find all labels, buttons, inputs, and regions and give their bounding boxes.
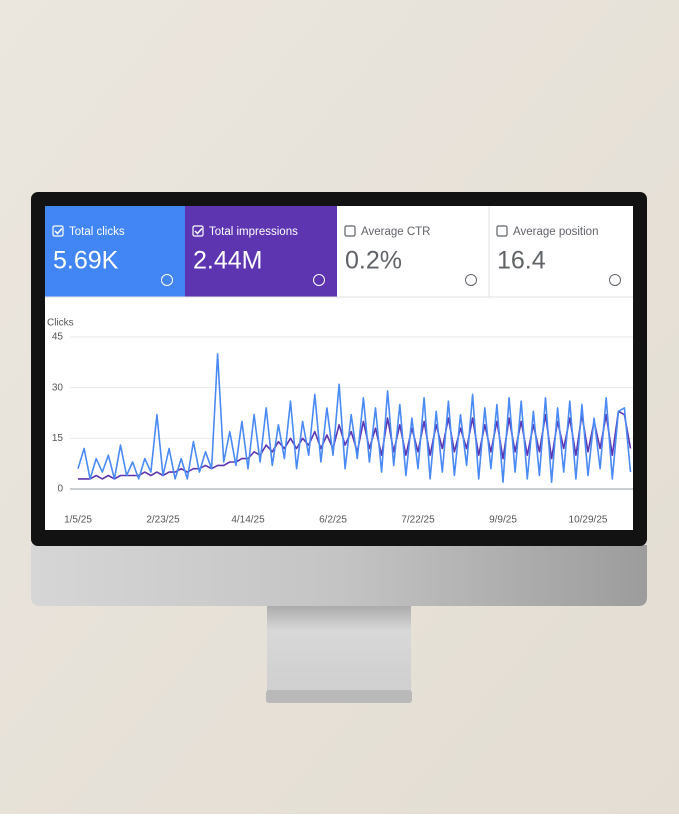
checkbox[interactable]	[192, 225, 204, 237]
metric-card	[337, 206, 489, 297]
monitor-chin	[31, 545, 647, 606]
checkmark	[194, 227, 203, 235]
card-value: 5.69K	[53, 247, 119, 275]
stand-neck	[267, 604, 411, 692]
card-value: 0.2%	[345, 247, 402, 275]
series-line	[77, 353, 632, 483]
metric-card	[185, 206, 337, 297]
card-label: Average position	[513, 226, 598, 238]
metric-card	[489, 206, 633, 297]
checkbox[interactable]	[496, 225, 508, 237]
help-icon	[161, 274, 173, 286]
card-value: 16.4	[497, 247, 546, 275]
y-tick-label: 45	[52, 332, 64, 343]
metric-cards: Total clicks 5.69K Total impressions 2.44M A…	[45, 206, 633, 297]
x-tick-label: 10/29/25	[569, 515, 608, 526]
card-value: 2.44M	[193, 247, 262, 275]
help-icon	[465, 274, 477, 286]
checkbox[interactable]	[344, 225, 356, 237]
y-tick-label: 0	[57, 484, 63, 495]
x-tick-label: 7/22/25	[401, 515, 435, 526]
x-tick-label: 9/9/25	[489, 515, 517, 526]
checkmark	[54, 227, 63, 235]
help-icon	[609, 274, 621, 286]
chart	[70, 336, 633, 490]
x-tick-label: 1/5/25	[64, 515, 92, 526]
card-label: Total impressions	[209, 226, 298, 238]
help-icon	[313, 274, 325, 286]
y-axis-label: Clicks	[47, 318, 74, 329]
stand-base	[266, 690, 412, 703]
checkbox[interactable]	[52, 225, 64, 237]
y-tick-label: 15	[52, 433, 64, 444]
card-label: Total clicks	[69, 226, 125, 238]
card-label: Average CTR	[361, 226, 430, 238]
x-tick-label: 4/14/25	[231, 515, 265, 526]
x-tick-label: 6/2/25	[319, 515, 347, 526]
y-tick-label: 30	[52, 382, 64, 393]
x-tick-label: 2/23/25	[146, 515, 180, 526]
